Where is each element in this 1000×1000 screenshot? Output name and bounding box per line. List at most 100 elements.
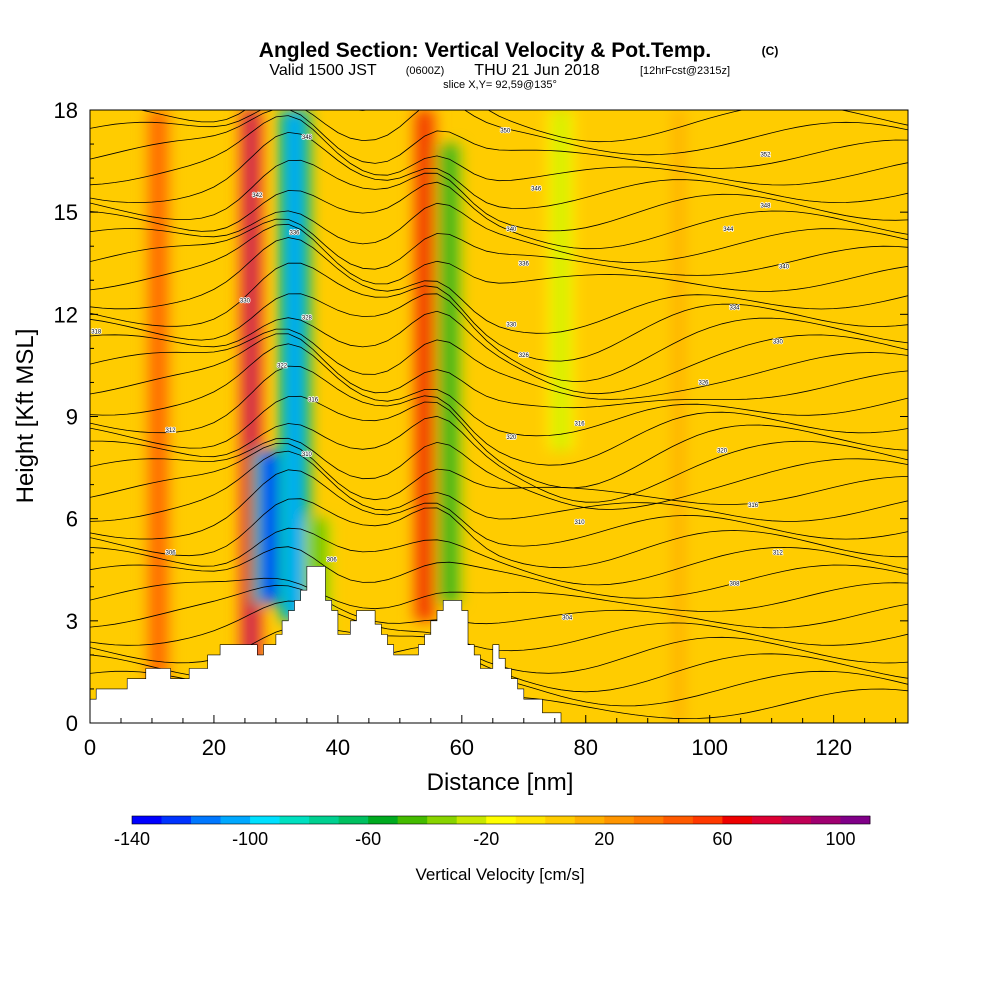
theta-label: 304	[562, 615, 573, 621]
x-tick-label: 60	[450, 735, 474, 760]
valid-time: Valid 1500 JST	[269, 62, 377, 79]
colorbar-swatch	[161, 816, 192, 824]
theta-label: 328	[302, 316, 313, 322]
isentrope-line	[90, 237, 908, 334]
isentrope-line	[90, 218, 908, 276]
theta-label: 334	[729, 306, 740, 312]
colorbar-swatch	[604, 816, 635, 824]
isentrope-line	[90, 115, 908, 186]
velocity-core	[443, 144, 456, 604]
theta-label: 340	[506, 227, 517, 233]
isentrope-line	[90, 498, 908, 569]
colorbar-swatch	[132, 816, 162, 824]
colorbar-swatch	[781, 816, 812, 824]
y-tick-label: 3	[66, 609, 78, 634]
theta-label: 330	[506, 323, 517, 329]
isentrope-line	[90, 415, 908, 503]
isentrope-line	[90, 223, 908, 292]
isentrope-line	[90, 131, 908, 209]
isentrope-line	[90, 181, 908, 250]
x-tick-label: 20	[202, 735, 226, 760]
x-tick-label: 120	[815, 735, 852, 760]
y-axis-label: Height [Kft MSL]	[12, 329, 39, 504]
colorbar-swatch	[456, 816, 487, 824]
chart-title: Angled Section: Vertical Velocity & Pot.…	[259, 39, 711, 62]
y-axis: 0 3 6 9 12 15 18	[54, 98, 908, 736]
colorbar-swatch	[220, 816, 251, 824]
plot-background	[90, 110, 908, 723]
isentrope-line	[90, 202, 908, 263]
theta-label: 330	[773, 340, 784, 346]
x-tick-label: 80	[574, 735, 598, 760]
colorbar-swatch	[309, 816, 340, 824]
isentrope-line	[90, 546, 908, 599]
isentrope-line	[90, 469, 908, 547]
theta-label: 326	[698, 380, 709, 386]
valid-date: THU 21 Jun 2018	[474, 62, 600, 79]
colorbar: -140 -100 -60 -20 20 60 100	[114, 815, 871, 849]
theta-label: 310	[302, 452, 313, 458]
isentrope-line	[90, 293, 908, 382]
theta-label: 312	[773, 551, 784, 557]
isentrope-line	[90, 443, 908, 505]
theta-label: 350	[500, 128, 511, 134]
theta-label: 306	[166, 551, 177, 557]
x-tick-label: 100	[691, 735, 728, 760]
theta-label: 344	[723, 227, 734, 233]
colorbar-tick-label: -60	[355, 829, 381, 849]
theta-label: 306	[327, 558, 338, 564]
colorbar-swatch	[633, 816, 664, 824]
isentrope-line	[90, 365, 908, 466]
theta-label: 348	[760, 203, 771, 209]
plot-area: 318 312 306 348 342 336 330 328 322 316 310 306 350 3…	[90, 110, 908, 723]
slice-info: slice X,Y= 92,59@135°	[443, 79, 557, 91]
isentrope-line	[90, 395, 908, 489]
colorbar-swatch	[722, 816, 753, 824]
theta-label: 326	[519, 353, 530, 359]
y-tick-label: 12	[54, 302, 78, 327]
colorbar-swatch	[545, 816, 576, 824]
isentrope-line	[90, 110, 908, 156]
isentrope-line	[90, 343, 908, 437]
isentrope-line	[90, 437, 908, 510]
theta-label: 316	[308, 397, 319, 403]
valid-time-utc: (0600Z)	[406, 65, 445, 77]
y-tick-label: 15	[54, 200, 78, 225]
theta-label: 340	[779, 265, 790, 271]
theta-label: 316	[575, 421, 586, 427]
colorbar-swatch	[191, 816, 221, 824]
isentrope-line	[90, 577, 908, 612]
theta-label: 336	[519, 261, 530, 267]
y-tick-label: 9	[66, 405, 78, 430]
theta-label: 346	[531, 186, 542, 192]
isentrope-line	[90, 328, 908, 400]
colorbar-tick-label: -140	[114, 829, 150, 849]
velocity-core	[286, 110, 303, 621]
colorbar-frame	[131, 815, 871, 825]
isentrope-line	[90, 527, 908, 586]
isentrope-line	[90, 110, 908, 169]
isentrope-line	[90, 584, 908, 629]
copyright-mark: (C)	[762, 44, 779, 58]
y-tick-label: 6	[66, 507, 78, 532]
colorbar-swatch	[338, 816, 369, 824]
velocity-core	[261, 450, 278, 604]
colorbar-swatch	[397, 816, 428, 824]
isentrope-line	[90, 450, 908, 522]
potential-temperature-labels: 318 312 306 348 342 336 330 328 322 316 310 306 350 3…	[90, 128, 790, 622]
y-tick-label: 18	[54, 98, 78, 123]
colorbar-tick-label: 20	[594, 829, 614, 849]
theta-label: 330	[240, 299, 251, 305]
x-axis-label: Distance [nm]	[427, 769, 574, 796]
colorbar-tick-label: -20	[473, 829, 499, 849]
y-tick-label: 0	[66, 711, 78, 736]
colorbar-tick-label: 100	[825, 829, 855, 849]
colorbar-label: Vertical Velocity [cm/s]	[415, 865, 584, 884]
colorbar-swatch	[840, 816, 871, 824]
colorbar-swatch	[751, 816, 782, 824]
colorbar-swatch	[574, 816, 605, 824]
theta-label: 316	[748, 503, 759, 509]
x-axis: 0 20 40 60 80 100 120	[84, 715, 897, 760]
colorbar-swatch	[250, 816, 280, 824]
colorbar-swatch	[368, 816, 399, 824]
